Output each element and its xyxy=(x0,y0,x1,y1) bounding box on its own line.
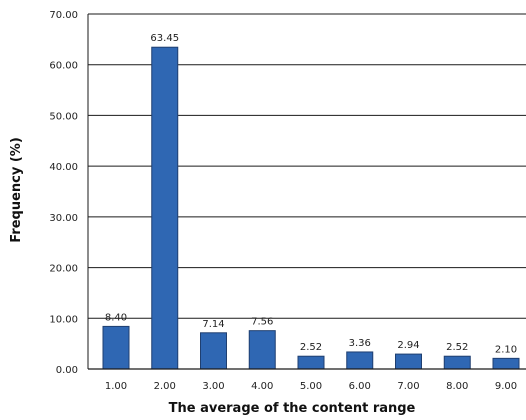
y-tick-label: 50.00 xyxy=(49,111,78,122)
data-label: 2.52 xyxy=(446,342,468,353)
data-label: 7.56 xyxy=(251,317,273,328)
x-tick-label: 2.00 xyxy=(154,381,176,392)
bar xyxy=(102,325,130,370)
y-tick-label: 20.00 xyxy=(49,264,78,275)
data-label: 2.94 xyxy=(397,340,419,351)
axes xyxy=(87,14,526,370)
data-label: 7.14 xyxy=(202,319,224,330)
x-tick-label: 1.00 xyxy=(105,381,127,392)
x-axis-title: The average of the content range xyxy=(169,401,416,416)
data-label: 3.36 xyxy=(349,338,371,349)
x-tick-label: 6.00 xyxy=(349,381,371,392)
bar xyxy=(297,355,325,370)
data-label: 8.40 xyxy=(105,312,127,323)
x-tick-label: 4.00 xyxy=(251,381,273,392)
y-tick-label: 0.00 xyxy=(56,365,78,376)
bar xyxy=(443,355,471,370)
labels: 0.00 10.00 20.00 30.00 40.00 50.00 60.00 70.00 8… xyxy=(49,10,517,392)
bars xyxy=(102,46,520,370)
data-label: 63.45 xyxy=(150,33,179,44)
x-tick-label: 5.00 xyxy=(300,381,322,392)
x-tick-label: 8.00 xyxy=(446,381,468,392)
y-tick-label: 60.00 xyxy=(49,61,78,72)
y-tick-label: 30.00 xyxy=(49,213,78,224)
bar xyxy=(492,357,520,370)
bar xyxy=(395,353,422,370)
y-tick-label: 40.00 xyxy=(49,162,78,173)
bar xyxy=(248,330,276,370)
y-tick-label: 70.00 xyxy=(49,10,78,21)
x-tick-label: 9.00 xyxy=(495,381,517,392)
x-tick-label: 3.00 xyxy=(202,381,224,392)
data-label: 2.52 xyxy=(300,342,322,353)
bar xyxy=(151,46,179,370)
data-label: 2.10 xyxy=(495,344,517,355)
bar xyxy=(200,332,227,370)
y-tick-label: 10.00 xyxy=(49,314,78,325)
x-tick-label: 7.00 xyxy=(397,381,419,392)
bar xyxy=(346,351,374,370)
y-axis-title: Frequency (%) xyxy=(9,137,24,243)
